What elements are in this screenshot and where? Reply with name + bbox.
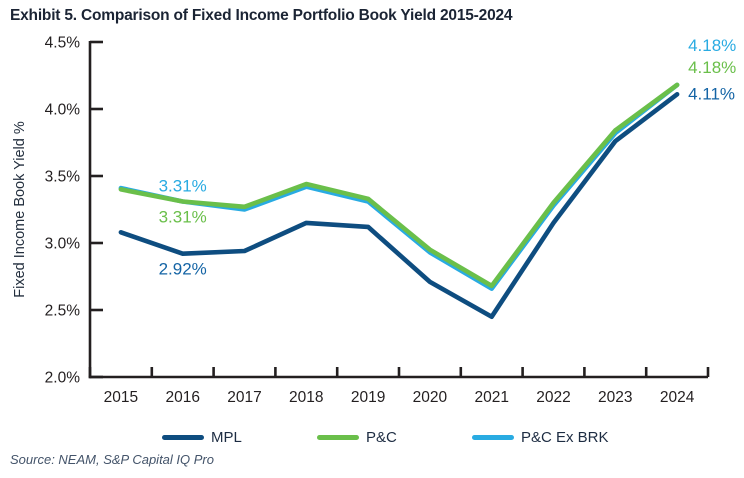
legend-swatch-pc bbox=[317, 434, 359, 440]
legend-swatch-pc-ex-brk bbox=[472, 434, 514, 440]
data-label-mpl-2024: 4.11% bbox=[688, 84, 735, 103]
y-tick-label: 3.0% bbox=[45, 236, 81, 253]
legend-item-pc-ex-brk: P&C Ex BRK bbox=[472, 428, 609, 446]
y-tick-label: 4.0% bbox=[45, 102, 81, 119]
x-year-label: 2022 bbox=[536, 389, 570, 406]
source-note: Source: NEAM, S&P Capital IQ Pro bbox=[10, 452, 214, 467]
data-label-p-c-2016: 3.31% bbox=[159, 207, 207, 226]
data-label-mpl-2016: 2.92% bbox=[159, 260, 207, 279]
series-line-p-c bbox=[118, 82, 680, 289]
x-year-label: 2019 bbox=[351, 389, 385, 406]
y-tick-label: 3.5% bbox=[45, 169, 81, 186]
data-label-p-c-2024: 4.18% bbox=[688, 58, 736, 77]
chart-title: Exhibit 5. Comparison of Fixed Income Po… bbox=[10, 7, 513, 24]
legend-item-pc: P&C bbox=[317, 428, 397, 446]
x-year-label: 2020 bbox=[413, 389, 448, 406]
x-year-label: 2016 bbox=[165, 389, 199, 406]
y-tick-label: 2.5% bbox=[45, 303, 81, 320]
x-year-label: 2024 bbox=[660, 389, 695, 406]
legend-label-pc: P&C bbox=[366, 428, 397, 446]
legend-label-mpl: MPL bbox=[211, 428, 242, 446]
x-year-label: 2023 bbox=[598, 389, 632, 406]
legend-swatch-mpl bbox=[162, 434, 204, 440]
data-label-p-c-ex-brk-2016: 3.31% bbox=[159, 176, 207, 195]
x-year-label: 2018 bbox=[289, 389, 323, 406]
y-tick-label: 4.5% bbox=[45, 35, 81, 52]
y-tick-label: 2.0% bbox=[45, 370, 81, 387]
y-axis-title: Fixed Income Book Yield % bbox=[12, 121, 28, 298]
data-label-p-c-ex-brk-2024: 4.18% bbox=[688, 36, 736, 55]
legend-item-mpl: MPL bbox=[162, 428, 242, 446]
x-year-label: 2017 bbox=[227, 389, 261, 406]
x-year-label: 2021 bbox=[474, 389, 508, 406]
legend-label-pc-ex-brk: P&C Ex BRK bbox=[521, 428, 609, 446]
x-year-label: 2015 bbox=[104, 389, 138, 406]
series-line-mpl bbox=[118, 92, 680, 320]
